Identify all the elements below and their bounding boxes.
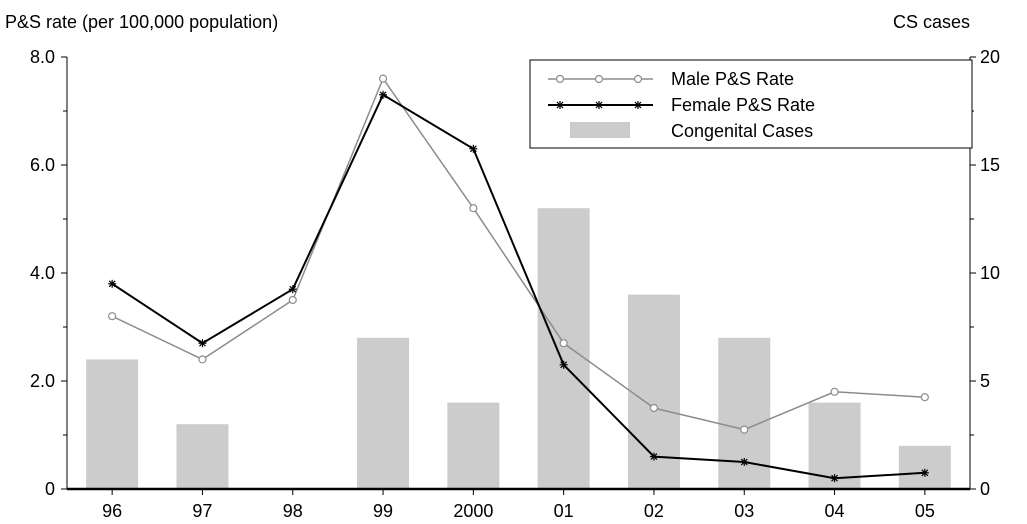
legend-female-marker — [634, 101, 642, 109]
point-male-rate — [378, 74, 388, 83]
point-female-rate-stroke — [289, 285, 297, 293]
point-female-rate — [649, 452, 658, 461]
legend-congenital-label: Congenital Cases — [671, 121, 813, 141]
bar-congenital-cases — [898, 445, 951, 489]
bar-congenital-cases — [357, 337, 410, 489]
point-female-rate — [198, 339, 207, 348]
point-female-rate — [108, 279, 117, 288]
point-female-rate-stroke — [831, 474, 838, 482]
point-female-rate — [740, 458, 749, 466]
x-tick-label: 05 — [915, 501, 935, 521]
point-male-rate — [740, 425, 749, 434]
point-female-rate-stroke — [921, 469, 929, 477]
point-male-rate — [559, 339, 568, 348]
legend-female-marker-stroke — [556, 101, 564, 109]
x-tick-label: 97 — [192, 501, 212, 521]
legend-male-marker — [555, 74, 565, 84]
point-male-rate — [469, 204, 478, 213]
right-tick-label: 0 — [980, 479, 990, 499]
point-female-rate — [469, 144, 478, 153]
legend-male-marker — [633, 74, 643, 84]
x-tick-label: 02 — [644, 501, 664, 521]
x-tick-label: 98 — [283, 501, 303, 521]
point-female-rate-stroke — [560, 361, 568, 369]
point-female-rate — [830, 474, 839, 483]
left-tick-label: 6.0 — [30, 155, 55, 175]
point-male-rate — [108, 312, 117, 321]
left-tick-label: 4.0 — [30, 263, 55, 283]
lines-layer — [108, 74, 929, 483]
right-tick-label: 15 — [980, 155, 1000, 175]
legend-female-label: Female P&S Rate — [671, 95, 815, 115]
x-tick-label: 01 — [554, 501, 574, 521]
point-male-rate — [649, 403, 659, 413]
point-male-rate — [830, 387, 839, 396]
point-female-rate-stroke — [379, 91, 387, 99]
bar-congenital-cases — [447, 402, 500, 489]
point-male-rate — [920, 393, 929, 402]
point-female-rate-stroke — [469, 145, 477, 153]
point-female-rate-stroke — [108, 280, 116, 288]
bar-congenital-cases — [537, 208, 590, 489]
bars-layer — [86, 208, 951, 489]
right-axis-title: CS cases — [893, 12, 970, 32]
left-tick-label: 2.0 — [30, 371, 55, 391]
x-tick-label: 2000 — [453, 501, 493, 521]
bar-congenital-cases — [176, 424, 229, 489]
x-tick-label: 96 — [102, 501, 122, 521]
point-female-rate-stroke — [740, 458, 748, 466]
right-tick-label: 10 — [980, 263, 1000, 283]
point-male-rate — [198, 355, 207, 364]
legend-male-label: Male P&S Rate — [671, 69, 794, 89]
legend-male-marker — [594, 74, 604, 84]
left-axis-title: P&S rate (per 100,000 population) — [5, 12, 278, 32]
right-tick-label: 5 — [980, 371, 990, 391]
x-tick-label: 04 — [825, 501, 845, 521]
point-female-rate — [920, 468, 929, 477]
bar-congenital-cases — [718, 337, 771, 489]
left-tick-label: 8.0 — [30, 47, 55, 67]
point-female-rate — [379, 90, 388, 99]
legend: Male P&S Rate Female P&S Rate Congenital… — [529, 59, 973, 149]
x-tick-label: 99 — [373, 501, 393, 521]
point-female-rate-stroke — [199, 339, 206, 347]
legend-female-marker-stroke — [595, 101, 603, 109]
legend-female-markers — [556, 101, 642, 109]
right-tick-label: 20 — [980, 47, 1000, 67]
line-male-rate — [111, 77, 925, 431]
bar-congenital-cases — [86, 359, 139, 489]
legend-female-marker — [556, 101, 564, 109]
point-female-rate — [288, 285, 297, 294]
point-female-rate — [559, 360, 568, 369]
legend-female-marker-stroke — [634, 101, 642, 109]
left-tick-label: 0 — [45, 479, 55, 499]
point-male-rate — [288, 295, 297, 305]
legend-congenital-swatch — [570, 122, 630, 138]
line-female-rate — [111, 93, 925, 480]
legend-female-marker — [595, 101, 603, 109]
point-female-rate-stroke — [650, 453, 658, 461]
x-tick-label: 03 — [734, 501, 754, 521]
